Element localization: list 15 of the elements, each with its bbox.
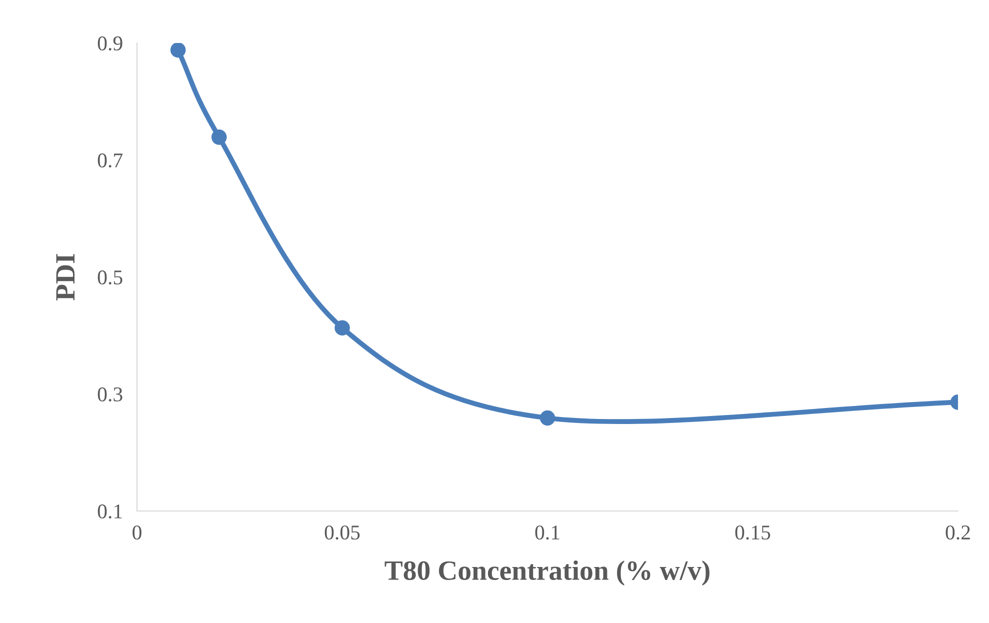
x-tick-label: 0.05 — [324, 525, 360, 540]
x-tick-label: 0 — [132, 525, 142, 540]
point — [211, 130, 227, 145]
y-tick-label: 0.7 — [98, 153, 123, 168]
point — [170, 43, 186, 58]
x-tick-label: 0.2 — [946, 525, 970, 540]
point — [334, 320, 350, 336]
x-axis-title: T80 Concentration (% w/v) — [384, 560, 710, 586]
y-tick-label: 0.3 — [98, 387, 122, 402]
x-tick-label: 0.1 — [535, 525, 560, 540]
y-tick-label: 0.5 — [98, 270, 122, 285]
y-tick-label: 0.9 — [98, 36, 122, 51]
y-tick-label: 0.1 — [98, 504, 122, 519]
y-axis-title: PDI — [56, 254, 75, 300]
x-tick-label: 0.15 — [735, 525, 770, 540]
